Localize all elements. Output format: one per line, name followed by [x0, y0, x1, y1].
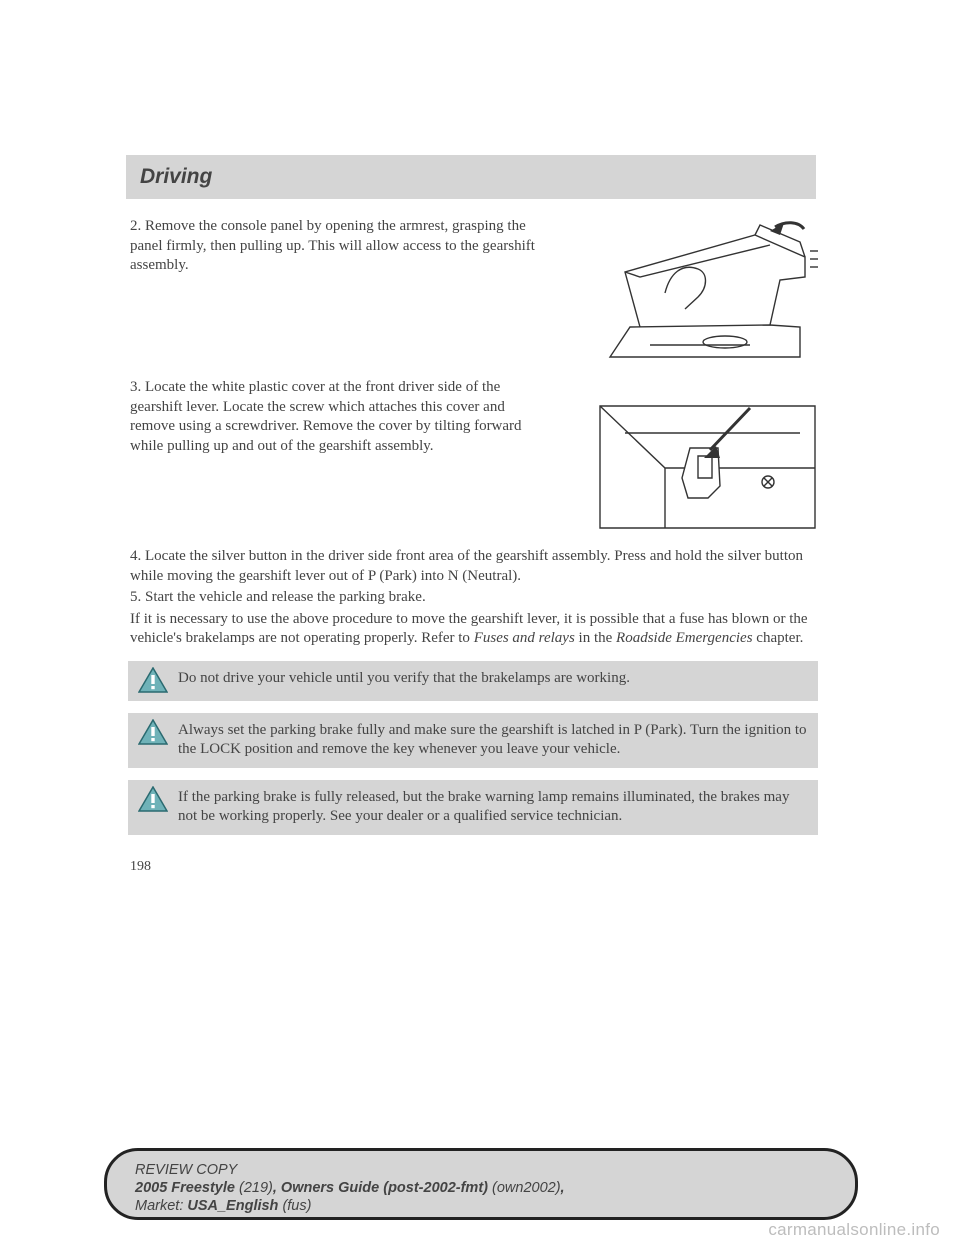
footer-line2: 2005 Freestyle (219), Owners Guide (post…	[135, 1179, 827, 1197]
footer-l3-label: Market:	[135, 1198, 187, 1214]
footer-line1: REVIEW COPY	[135, 1161, 827, 1179]
fuse-p-b: Fuses and relays	[474, 630, 575, 646]
footer-l2-r2: (own2002)	[488, 1180, 561, 1196]
footer-l3-bold: USA_English	[187, 1198, 278, 1214]
footer-l3-reg: (fus)	[278, 1198, 311, 1214]
footer-line3: Market: USA_English (fus)	[135, 1197, 827, 1215]
warning-box-1: Do not drive your vehicle until you veri…	[128, 661, 818, 701]
warning-icon	[138, 786, 168, 812]
warning-icon	[138, 719, 168, 745]
warning-2-text: Always set the parking brake fully and m…	[178, 719, 808, 760]
warning-icon	[138, 667, 168, 693]
step-2-row: 2. Remove the console panel by opening t…	[130, 217, 830, 372]
warning-1-text: Do not drive your vehicle until you veri…	[178, 667, 808, 689]
step-3-text: 3. Locate the white plastic cover at the…	[130, 378, 550, 456]
step-5-text: 5. Start the vehicle and release the par…	[130, 588, 830, 608]
fuse-p-c: in the	[575, 630, 616, 646]
footer-l2-r1: (219)	[235, 1180, 273, 1196]
warning-box-2: Always set the parking brake fully and m…	[128, 713, 818, 768]
fuse-p-d: Roadside Emergencies	[616, 630, 753, 646]
figure-console-panel	[570, 217, 830, 372]
step-2-text: 2. Remove the console panel by opening t…	[130, 217, 550, 276]
fuse-paragraph: If it is necessary to use the above proc…	[130, 610, 830, 649]
step-3-row: 3. Locate the white plastic cover at the…	[130, 378, 830, 533]
footer-box: REVIEW COPY 2005 Freestyle (219), Owners…	[104, 1148, 858, 1220]
page-number: 198	[130, 859, 830, 875]
figure-plastic-cover	[570, 378, 830, 533]
warning-box-3: If the parking brake is fully released, …	[128, 780, 818, 835]
section-header: Driving	[126, 155, 816, 199]
warning-3-text: If the parking brake is fully released, …	[178, 786, 808, 827]
footer-l2-b2: , Owners Guide (post-2002-fmt)	[273, 1180, 488, 1196]
section-title: Driving	[140, 165, 212, 188]
watermark: carmanualsonline.info	[768, 1220, 940, 1240]
fuse-p-e: chapter.	[753, 630, 804, 646]
step-4-text: 4. Locate the silver button in the drive…	[130, 547, 830, 586]
footer-l2-b3: ,	[561, 1180, 565, 1196]
footer-l2-b1: 2005 Freestyle	[135, 1180, 235, 1196]
